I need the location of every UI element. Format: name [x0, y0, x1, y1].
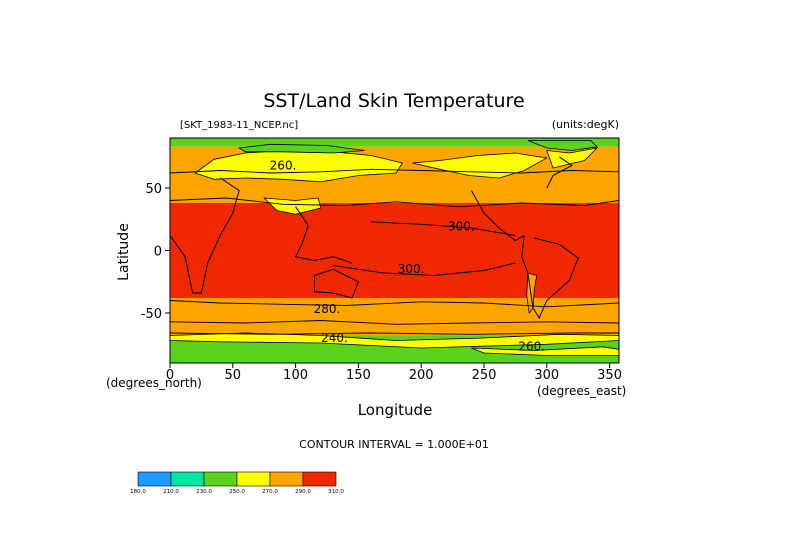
contour-line [370, 221, 516, 236]
contour-label: 300. [448, 220, 475, 234]
x-tick-label: 50 [225, 368, 242, 383]
contour-label: 260. [270, 158, 297, 172]
contour-line [333, 262, 516, 276]
contour-label: 240. [321, 331, 348, 345]
colorbar-level-label: 230.0 [196, 489, 212, 495]
colorbar-level-label: 310.0 [328, 489, 344, 495]
colorbar-swatch [137, 471, 172, 487]
x-unit-label: (degrees_east) [537, 384, 626, 398]
land-region [412, 152, 549, 179]
colorbar-swatch [302, 471, 337, 487]
colorbar-swatch [203, 471, 238, 487]
x-tick-label: 0 [166, 368, 174, 383]
coastline [313, 268, 360, 299]
colorbar-level-label: 180.0 [130, 489, 146, 495]
coastline [294, 206, 353, 264]
x-tick-label: 200 [409, 368, 434, 383]
temperature-band [170, 323, 619, 336]
colorbar-level-label: 290.0 [295, 489, 311, 495]
contour-label: 260. [518, 340, 545, 354]
land-region [546, 147, 599, 169]
contour-line [169, 300, 620, 308]
colorbar-swatch [269, 471, 304, 487]
x-tick-label: 250 [472, 368, 497, 383]
land-region [194, 150, 403, 183]
land-region [237, 143, 365, 154]
colorbar-level-label: 250.0 [229, 489, 245, 495]
coastline [546, 156, 573, 189]
colorbar-swatch [170, 471, 205, 487]
colorbar-level-label: 270.0 [262, 489, 278, 495]
x-tick-label: 100 [283, 368, 308, 383]
contour-line [169, 320, 620, 325]
plot-area: 0 50 100 150 200 250 300 350 -50 0 50 260. 300. 300. 2… [141, 137, 622, 383]
temperature-band [170, 298, 619, 323]
contour-line [169, 168, 620, 174]
x-tick-label: 300 [534, 368, 559, 383]
x-axis-label: Longitude [358, 401, 433, 419]
y-tick-label: 50 [145, 182, 162, 197]
x-tick-label: 350 [597, 368, 622, 383]
contour-label: 280. [314, 302, 341, 316]
y-axis-label: Latitude [116, 223, 132, 281]
land-region [263, 197, 322, 215]
contour-interval-text: CONTOUR INTERVAL = 1.000E+01 [299, 438, 489, 451]
y-unit-label: (degrees_north) [106, 376, 202, 390]
temperature-band [170, 138, 619, 147]
land-region [527, 140, 598, 151]
temperature-band [170, 203, 619, 298]
y-tick-label: -50 [141, 307, 162, 322]
colorbar-level-label: 210.0 [163, 489, 179, 495]
colorbar: 180.0 210.0 230.0 250.0 270.0 290.0 310.0 [130, 471, 344, 495]
y-tick-label: 0 [154, 245, 162, 260]
x-tick-label: 150 [346, 368, 371, 383]
contour-label: 300. [398, 262, 425, 276]
chart-title: SST/Land Skin Temperature [263, 90, 524, 112]
coastline [169, 177, 240, 294]
contour-line [169, 332, 619, 335]
dataset-label: [SKT_1983-11_NCEP.nc] [180, 120, 298, 131]
colorbar-swatch [236, 471, 271, 487]
units-label: (units:degK) [552, 118, 619, 131]
coastline [470, 190, 579, 320]
contour-line [169, 197, 620, 208]
